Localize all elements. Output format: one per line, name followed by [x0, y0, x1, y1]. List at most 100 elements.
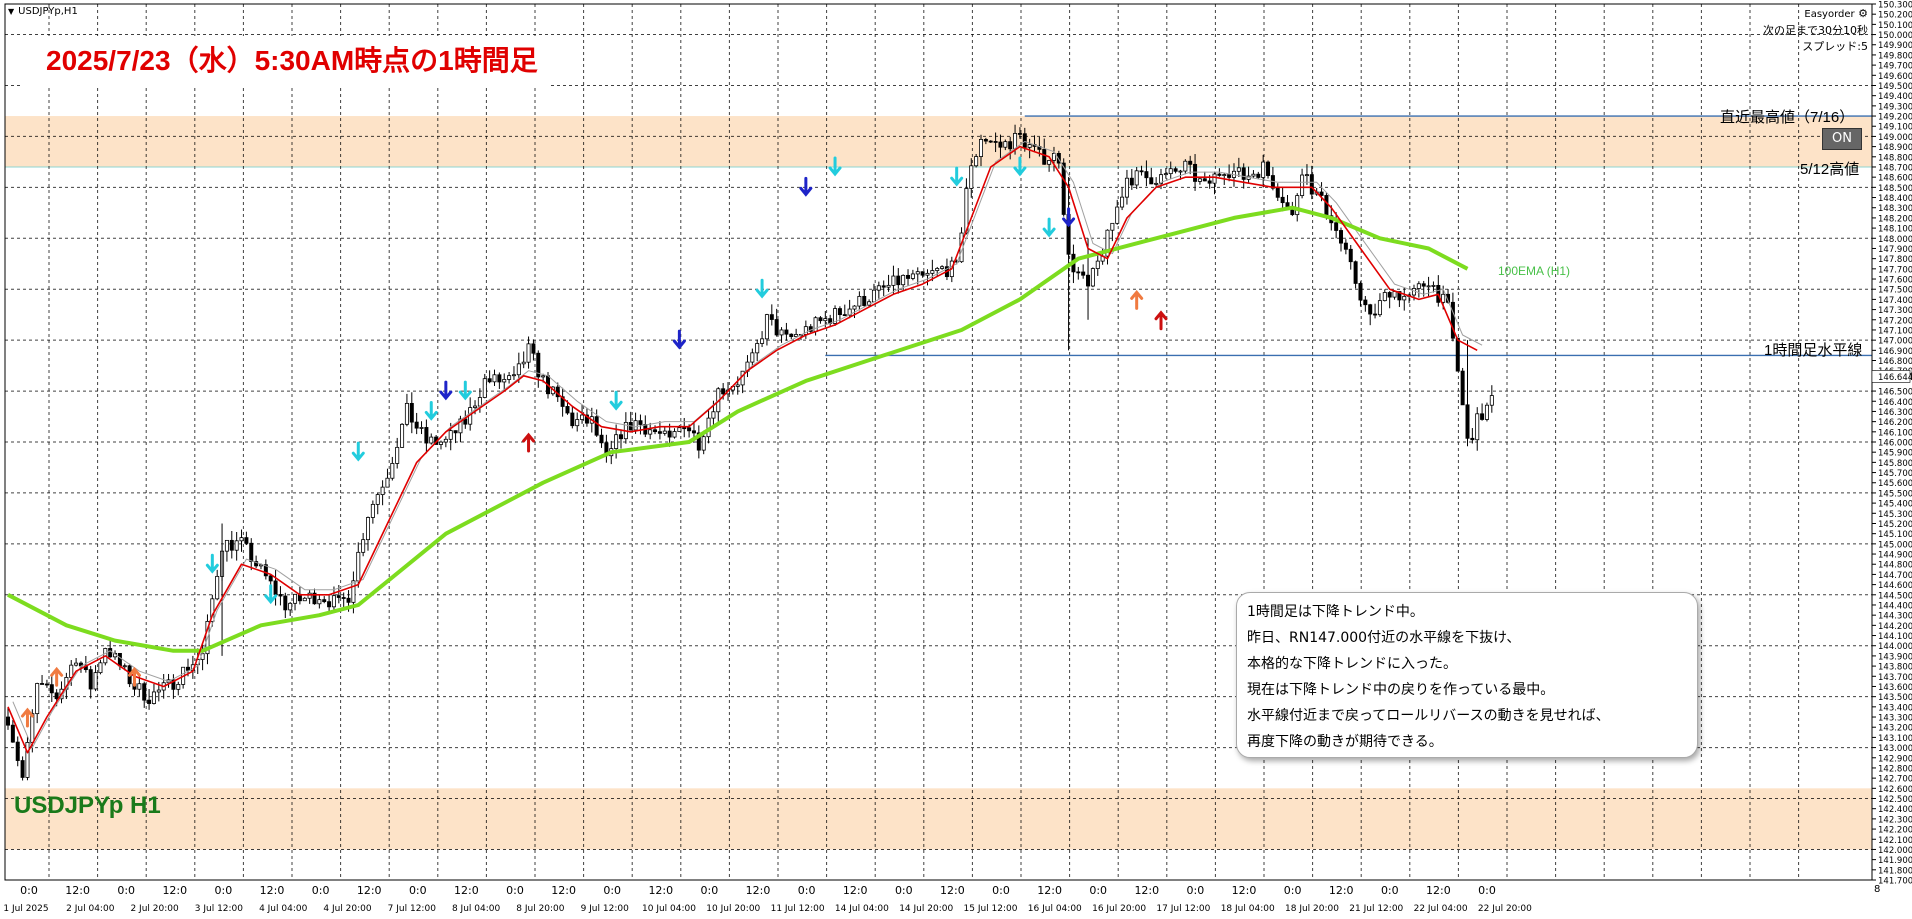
cyan-signal-arrow — [755, 278, 769, 299]
candle-body — [1212, 173, 1217, 184]
candle-body — [1008, 141, 1013, 150]
y-tick-label: 148.500 — [1878, 184, 1912, 194]
x-date-label: 14 Jul 20:00 — [899, 904, 953, 914]
candle-body — [448, 430, 453, 440]
candle-body — [322, 599, 327, 603]
candle-body — [979, 138, 984, 157]
candle-body — [618, 434, 623, 440]
y-tick-label: 145.200 — [1878, 520, 1912, 530]
caption-dropdown-icon[interactable]: ▼ — [8, 7, 15, 16]
candle-body — [842, 314, 847, 317]
buy-signal-arrow — [1062, 207, 1076, 228]
candle-body — [492, 374, 497, 383]
y-tick-label: 143.300 — [1878, 714, 1912, 724]
candle-body — [1022, 133, 1027, 148]
x-hour-label: 12:0 — [1329, 884, 1354, 897]
candle-body — [414, 421, 419, 429]
candle-body — [1285, 202, 1290, 208]
candle-body — [1368, 304, 1373, 315]
x-hour-label: 0:0 — [215, 884, 233, 897]
gear-icon[interactable]: ⚙ — [1858, 7, 1868, 20]
candle-body — [677, 427, 682, 432]
candle-body — [1178, 170, 1183, 173]
candle-body — [1402, 295, 1407, 301]
candle-body — [1353, 261, 1358, 284]
candle-body — [1095, 260, 1100, 269]
y-tick-label: 147.500 — [1878, 286, 1912, 296]
candle-body — [964, 188, 969, 234]
candle-body — [1392, 291, 1397, 298]
symbol-label: USDJPYp H1 — [14, 792, 161, 819]
signal-arrows-layer — [20, 156, 1168, 728]
cyan-signal-arrow — [1013, 156, 1027, 177]
y-tick-label: 146.400 — [1878, 398, 1912, 408]
candle-body — [346, 597, 351, 603]
candle-body — [935, 268, 940, 271]
x-date-label: 11 Jul 12:00 — [771, 904, 825, 914]
x-hour-label: 0:0 — [701, 884, 719, 897]
x-hour-label: 12:0 — [940, 884, 965, 897]
y-tick-label: 144.000 — [1878, 642, 1912, 652]
orange-signal-arrow — [127, 666, 141, 687]
y-tick-label: 142.100 — [1878, 836, 1912, 846]
candle-body — [1217, 173, 1222, 176]
candle-body — [526, 343, 531, 363]
y-tick-label: 143.200 — [1878, 724, 1912, 734]
candle-body — [876, 285, 881, 291]
supply-zone — [5, 116, 1872, 167]
candle-body — [760, 338, 765, 344]
x-date-label: 16 Jul 04:00 — [1028, 904, 1082, 914]
y-tick-label: 148.100 — [1878, 225, 1912, 235]
x-hour-label: 12:0 — [843, 884, 868, 897]
candle-body — [98, 662, 103, 674]
y-tick-label: 143.100 — [1878, 734, 1912, 744]
x-hour-label: 0:0 — [1187, 884, 1205, 897]
candle-body — [1124, 177, 1129, 198]
candle-body — [438, 441, 443, 445]
candle-body — [1061, 162, 1066, 215]
candle-body — [142, 683, 147, 701]
candle-body — [1460, 370, 1465, 406]
candle-body — [735, 384, 740, 387]
candle-body — [570, 412, 575, 427]
candle-body — [1139, 170, 1144, 173]
y-tick-label: 148.300 — [1878, 204, 1912, 214]
y-tick-label: 143.700 — [1878, 673, 1912, 683]
candle-body — [784, 329, 789, 335]
candle-body — [336, 595, 341, 598]
candle-body — [896, 275, 901, 286]
sell-signal-arrow — [522, 432, 536, 453]
ea-spread: スプレッド:5 — [1802, 40, 1868, 53]
candle-body — [327, 601, 332, 608]
on-button[interactable]: ON — [1822, 128, 1862, 150]
candle-body — [633, 420, 638, 431]
candle-body — [1047, 160, 1052, 165]
y-tick-label: 147.400 — [1878, 296, 1912, 306]
x-hour-label: 0:0 — [20, 884, 38, 897]
x-date-label: 22 Jul 04:00 — [1414, 904, 1468, 914]
y-tick-label: 149.500 — [1878, 82, 1912, 92]
candle-body — [521, 361, 526, 365]
y-tick-label: 144.300 — [1878, 612, 1912, 622]
candle-body — [370, 503, 375, 518]
candle-body — [1256, 173, 1261, 178]
candle-body — [852, 305, 857, 310]
y-tick-label: 144.700 — [1878, 571, 1912, 581]
y-tick-label: 143.000 — [1878, 744, 1912, 754]
x-hour-label: 12:0 — [1426, 884, 1451, 897]
y-tick-label: 147.300 — [1878, 306, 1912, 316]
y-tick-label: 148.800 — [1878, 153, 1912, 163]
x-hour-label: 12:0 — [65, 884, 90, 897]
candle-body — [215, 575, 220, 600]
candle-body — [1275, 187, 1280, 198]
y-tick-label: 146.300 — [1878, 408, 1912, 418]
candle-body — [54, 692, 59, 700]
candle-body — [1309, 174, 1314, 195]
candle-body — [1159, 174, 1164, 184]
candle-body — [1416, 283, 1421, 289]
candle-body — [176, 684, 181, 690]
candle-body — [482, 378, 487, 398]
current-price-box — [1871, 370, 1911, 383]
x-hour-label: 12:0 — [357, 884, 382, 897]
